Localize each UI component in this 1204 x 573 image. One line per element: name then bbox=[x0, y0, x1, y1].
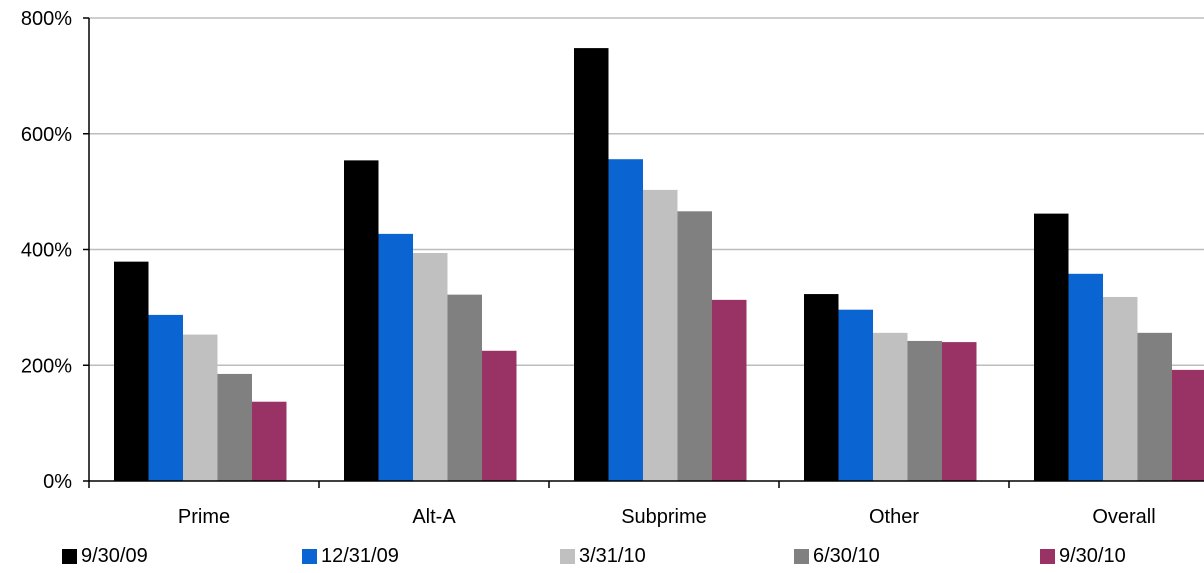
bar-overall-6-30-10 bbox=[1137, 332, 1172, 481]
x-tick-labels: Prime Alt-A Subprime Other Overall bbox=[178, 506, 1156, 528]
bar-prime-3-31-10 bbox=[183, 334, 218, 481]
legend-label: 12/31/09 bbox=[321, 545, 399, 567]
bar-alt-a-3-31-10 bbox=[413, 252, 448, 481]
y-tick-label: 200% bbox=[21, 355, 72, 377]
bars bbox=[114, 48, 1204, 482]
y-tick-labels: 0% 200% 400% 600% 800% bbox=[21, 8, 72, 493]
bar-prime-12-31-09 bbox=[148, 314, 183, 481]
x-tick-label: Subprime bbox=[621, 506, 707, 528]
legend-label: 9/30/09 bbox=[81, 545, 148, 567]
legend-swatch bbox=[302, 549, 317, 564]
bar-subprime-12-31-09 bbox=[608, 159, 643, 481]
legend-item: 6/30/10 bbox=[794, 545, 880, 568]
bar-overall-9-30-10 bbox=[1172, 369, 1204, 481]
bar-overall-3-31-10 bbox=[1103, 296, 1138, 481]
x-tick-label: Alt-A bbox=[412, 506, 456, 528]
bar-other-9-30-10 bbox=[942, 342, 977, 481]
bar-other-12-31-09 bbox=[838, 309, 873, 481]
bar-overall-12-31-09 bbox=[1068, 273, 1103, 481]
bar-prime-6-30-10 bbox=[217, 373, 252, 481]
axes bbox=[83, 17, 1204, 488]
y-tick-label: 400% bbox=[21, 240, 72, 262]
legend-item: 9/30/09 bbox=[62, 545, 148, 568]
legend-label: 9/30/10 bbox=[1059, 545, 1126, 567]
bar-overall-9-30-09 bbox=[1034, 213, 1069, 481]
legend-swatch bbox=[794, 549, 809, 564]
legend-swatch bbox=[560, 549, 575, 564]
x-tick-label: Prime bbox=[178, 506, 230, 528]
bar-other-9-30-09 bbox=[804, 294, 839, 481]
bar-subprime-6-30-10 bbox=[677, 211, 712, 482]
y-tick-label: 0% bbox=[43, 471, 72, 493]
bar-prime-9-30-09 bbox=[114, 261, 149, 481]
bar-subprime-9-30-09 bbox=[574, 48, 609, 481]
x-tick-label: Overall bbox=[1092, 506, 1155, 528]
legend-item: 3/31/10 bbox=[560, 545, 646, 568]
bar-alt-a-12-31-09 bbox=[378, 233, 413, 481]
bar-subprime-9-30-10 bbox=[712, 299, 747, 481]
bar-prime-9-30-10 bbox=[252, 401, 287, 481]
legend-swatch bbox=[62, 549, 77, 564]
x-tick-label: Other bbox=[869, 506, 919, 528]
y-tick-label: 800% bbox=[21, 8, 72, 30]
bar-other-6-30-10 bbox=[907, 340, 942, 481]
legend-item: 12/31/09 bbox=[302, 545, 399, 568]
bar-alt-a-6-30-10 bbox=[447, 294, 482, 481]
legend-label: 3/31/10 bbox=[579, 545, 646, 567]
bar-subprime-3-31-10 bbox=[643, 189, 678, 482]
legend: 9/30/09 12/31/09 3/31/10 6/30/10 9/30/10 bbox=[0, 545, 1204, 569]
y-tick-label: 600% bbox=[21, 124, 72, 146]
legend-swatch bbox=[1040, 549, 1055, 564]
legend-label: 6/30/10 bbox=[813, 545, 880, 567]
bar-alt-a-9-30-09 bbox=[344, 160, 379, 481]
bar-alt-a-9-30-10 bbox=[482, 350, 517, 481]
legend-item: 9/30/10 bbox=[1040, 545, 1126, 568]
bar-other-3-31-10 bbox=[873, 332, 908, 481]
